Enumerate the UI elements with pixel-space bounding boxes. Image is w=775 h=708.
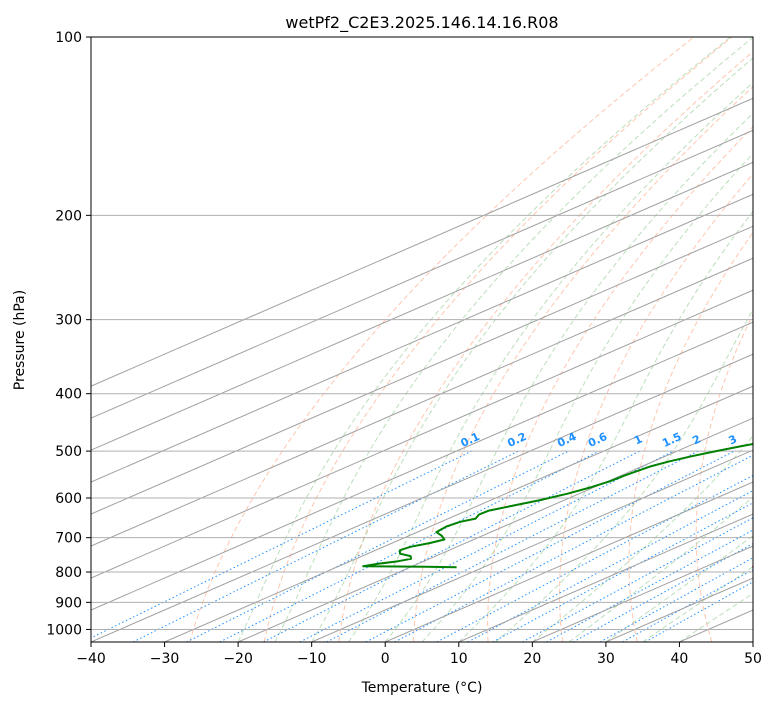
x-tick-label: 0 <box>381 651 390 667</box>
mixing-ratio-line <box>645 581 753 642</box>
mixing-ratio-label: 0.1 <box>459 430 482 450</box>
moist-adiabat-line <box>532 435 753 642</box>
dry-adiabat-line <box>412 86 753 642</box>
dry-adiabat-line <box>189 37 695 642</box>
y-tick-label: 800 <box>55 565 82 581</box>
dry-adiabat-line <box>558 173 753 642</box>
isotherm-line <box>385 481 753 642</box>
x-tick-label: −30 <box>150 651 180 667</box>
mixing-ratio-line <box>522 517 753 642</box>
moist-adiabat-line <box>568 496 753 642</box>
mixing-ratio-line <box>599 557 753 642</box>
isotherm-label: 10 <box>761 496 775 516</box>
mixing-ratio-label: 2 <box>690 432 702 447</box>
y-tick-label: 400 <box>55 387 82 403</box>
moist-adiabat-line <box>274 37 753 642</box>
isotherm-label: 20 <box>763 528 775 548</box>
isotherm-line <box>91 193 753 483</box>
moist-adiabat-line <box>348 81 753 642</box>
x-axis-label: Temperature (°C) <box>361 680 483 696</box>
mixing-ratio-line <box>186 450 569 642</box>
isotherm-label: -30 <box>763 365 775 389</box>
moist-adiabat-line <box>495 308 753 642</box>
mixing-ratio-label: 3 <box>727 432 739 447</box>
isotherm-line <box>91 225 753 515</box>
moist-adiabat-line <box>605 535 753 642</box>
isotherm-line <box>91 97 753 387</box>
dry-adiabat-line <box>263 37 733 642</box>
y-tick-label: 900 <box>55 595 82 611</box>
isotherm-line <box>91 321 753 611</box>
x-axis: −40 −30 −20 −10 0 10 20 30 40 50 <box>76 642 762 667</box>
isotherm-line <box>752 641 753 642</box>
isotherm-line <box>679 609 753 642</box>
moist-adiabat-line <box>458 210 753 642</box>
dewpoint-line <box>362 443 753 569</box>
x-tick-label: 50 <box>744 651 762 667</box>
x-tick-label: −20 <box>223 651 253 667</box>
moist-adiabat-line <box>421 152 753 642</box>
x-tick-label: 10 <box>450 651 468 667</box>
isotherm-label: -20 <box>770 394 775 418</box>
moist-adiabat-line <box>237 37 731 642</box>
y-tick-label: 1000 <box>46 622 82 638</box>
mixing-ratio-line <box>467 490 753 642</box>
isotherm-label: -40 <box>766 332 775 356</box>
chart-title: wetPf2_C2E3.2025.146.14.16.R08 <box>285 13 558 33</box>
mixing-ratio-label: 0.6 <box>586 430 609 450</box>
x-tick-label: 30 <box>597 651 615 667</box>
moist-adiabat-line <box>679 592 753 642</box>
y-tick-label: 700 <box>55 531 82 547</box>
isotherm-line <box>91 289 753 579</box>
y-tick-label: 200 <box>55 208 82 224</box>
y-tick-label: 600 <box>55 491 82 507</box>
isotherm-line <box>91 353 753 642</box>
x-tick-label: 20 <box>523 651 541 667</box>
plot-frame <box>90 36 754 643</box>
isotherm-line <box>91 257 753 547</box>
isotherm-line <box>91 161 753 451</box>
isotherms <box>91 97 753 642</box>
temperature-line <box>752 565 753 569</box>
isotherm-line <box>91 129 753 419</box>
mixing-ratio-line <box>572 543 753 642</box>
mixing-ratio-line <box>622 569 753 642</box>
y-tick-label: 500 <box>55 444 82 460</box>
moist-adiabat-line <box>384 112 753 642</box>
dry-adiabat-line <box>695 313 753 642</box>
mixing-ratio-label: 4 <box>753 432 766 447</box>
x-tick-label: −40 <box>76 651 106 667</box>
mixing-ratio-line <box>492 502 753 642</box>
x-tick-label: −10 <box>297 651 327 667</box>
x-tick-label: 40 <box>671 651 689 667</box>
moist-adiabats <box>237 37 753 642</box>
sounding-series <box>362 443 753 569</box>
mixing-ratio-line <box>91 450 472 639</box>
moist-adiabat-line <box>642 565 753 642</box>
dry-adiabat-line <box>761 37 775 642</box>
y-axis-label: Pressure (hPa) <box>12 290 28 390</box>
mixing-ratio-line <box>436 474 753 642</box>
y-axis: 100 200 300 400 500 600 700 800 900 1000 <box>46 30 91 638</box>
dry-adiabat-line <box>628 231 753 642</box>
isotherm-line <box>605 577 753 642</box>
isotherm-line <box>237 417 753 642</box>
mixing-ratio-line <box>326 450 699 642</box>
plot-area: -100-90-80-70-60-50-40-30-20-10010203040… <box>91 37 775 642</box>
y-tick-label: 300 <box>55 313 82 329</box>
mixing-ratio-label: 1.5 <box>660 430 683 450</box>
isotherm-line <box>311 449 753 642</box>
mixing-ratio-line <box>132 450 519 642</box>
pressure-grid <box>91 37 753 630</box>
mixing-ratio-line <box>546 529 753 642</box>
dry-adiabat-line <box>338 50 753 642</box>
mixing-ratio-line <box>394 454 753 642</box>
isotherm-line <box>164 385 753 642</box>
y-tick-label: 100 <box>55 30 82 46</box>
isotherm-line <box>458 513 753 642</box>
